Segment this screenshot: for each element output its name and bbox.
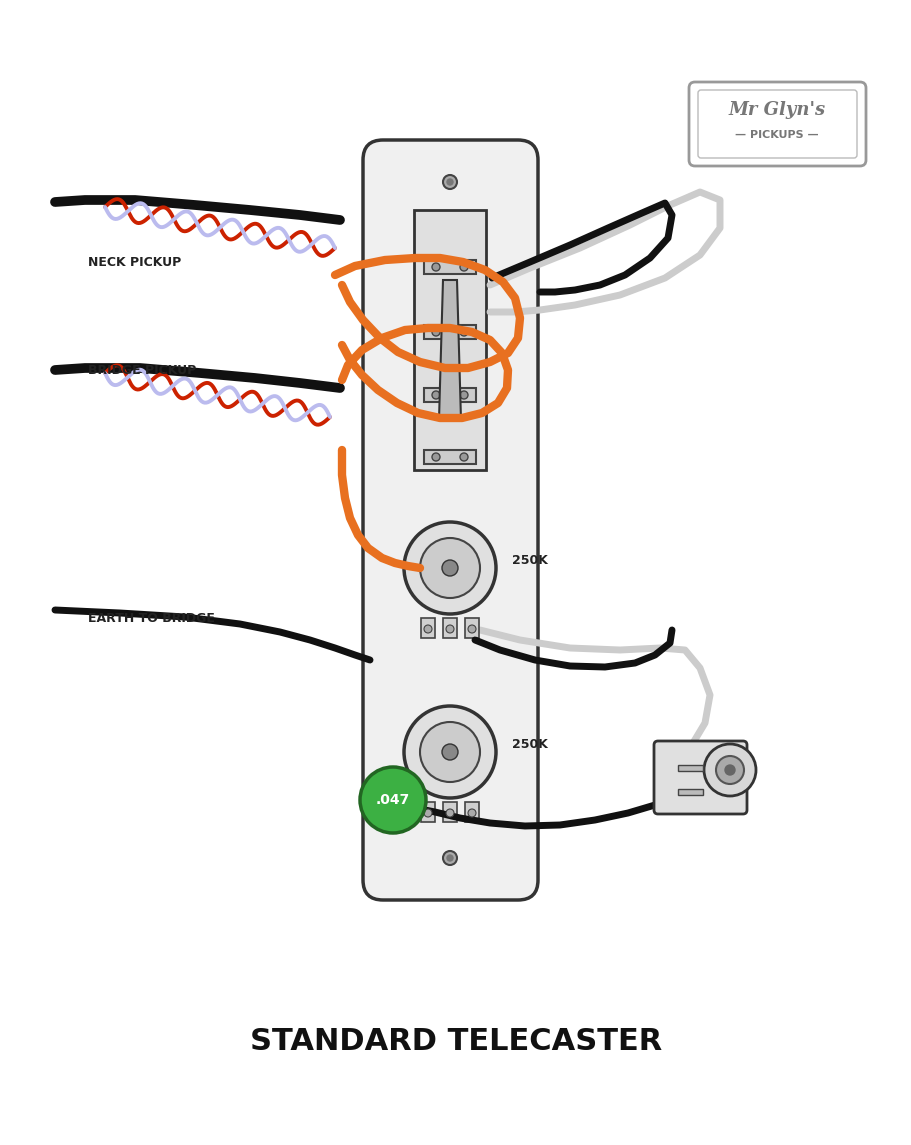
- Circle shape: [404, 522, 496, 614]
- Text: — PICKUPS —: — PICKUPS —: [735, 131, 819, 140]
- Bar: [424, 388, 476, 402]
- Bar: [424, 450, 476, 464]
- Circle shape: [460, 453, 468, 461]
- FancyBboxPatch shape: [363, 140, 538, 900]
- Circle shape: [360, 767, 426, 834]
- Circle shape: [432, 327, 440, 335]
- Bar: [443, 618, 457, 638]
- Text: .047: .047: [376, 793, 410, 807]
- Bar: [424, 260, 476, 274]
- Text: Mr Glyn's: Mr Glyn's: [729, 101, 825, 119]
- Circle shape: [446, 810, 454, 818]
- Circle shape: [447, 179, 453, 185]
- Circle shape: [460, 390, 468, 398]
- Circle shape: [443, 175, 457, 189]
- Circle shape: [468, 810, 476, 818]
- Circle shape: [447, 855, 453, 861]
- Bar: [421, 802, 435, 822]
- Bar: [424, 325, 476, 339]
- Circle shape: [424, 625, 432, 633]
- FancyBboxPatch shape: [654, 741, 747, 814]
- Text: NECK PICKUP: NECK PICKUP: [88, 255, 181, 268]
- Text: BRIDGE PICKUP: BRIDGE PICKUP: [88, 363, 196, 377]
- Circle shape: [468, 625, 476, 633]
- Bar: [421, 618, 435, 638]
- Text: STANDARD TELECASTER: STANDARD TELECASTER: [250, 1027, 662, 1057]
- Circle shape: [716, 756, 744, 784]
- Circle shape: [725, 765, 735, 775]
- Circle shape: [446, 625, 454, 633]
- Bar: [465, 618, 479, 638]
- Circle shape: [442, 560, 458, 576]
- Circle shape: [432, 453, 440, 461]
- Circle shape: [404, 706, 496, 798]
- Bar: [465, 802, 479, 822]
- Text: 250K: 250K: [512, 553, 548, 567]
- Circle shape: [424, 810, 432, 818]
- Bar: [678, 765, 703, 771]
- Text: EARTH TO BRIDGE: EARTH TO BRIDGE: [88, 611, 215, 624]
- Circle shape: [432, 263, 440, 271]
- Circle shape: [460, 263, 468, 271]
- FancyBboxPatch shape: [689, 82, 866, 166]
- Circle shape: [443, 851, 457, 864]
- Bar: [443, 802, 457, 822]
- Circle shape: [442, 744, 458, 760]
- Text: 250K: 250K: [512, 737, 548, 750]
- Circle shape: [460, 327, 468, 335]
- Polygon shape: [439, 281, 461, 420]
- Bar: [678, 789, 703, 795]
- Bar: [414, 210, 486, 469]
- Circle shape: [420, 722, 480, 782]
- Circle shape: [704, 744, 756, 796]
- Circle shape: [420, 538, 480, 598]
- Circle shape: [432, 390, 440, 398]
